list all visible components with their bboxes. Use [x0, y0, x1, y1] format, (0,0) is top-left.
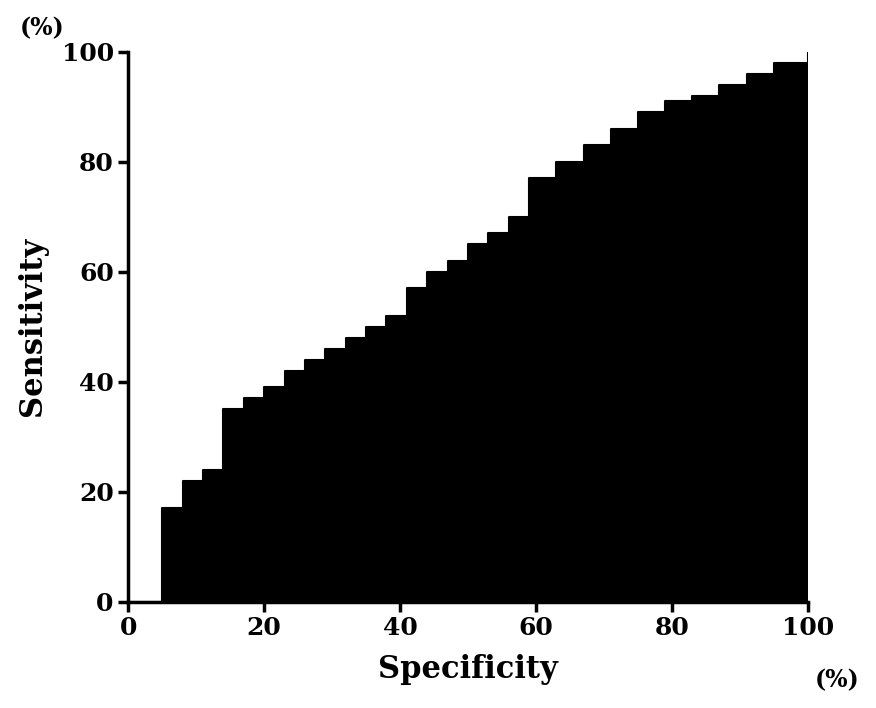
- Polygon shape: [128, 52, 808, 602]
- Text: (%): (%): [19, 16, 64, 40]
- X-axis label: Specificity: Specificity: [378, 654, 558, 685]
- Y-axis label: Sensitivity: Sensitivity: [17, 237, 47, 416]
- Text: (%): (%): [815, 668, 859, 692]
